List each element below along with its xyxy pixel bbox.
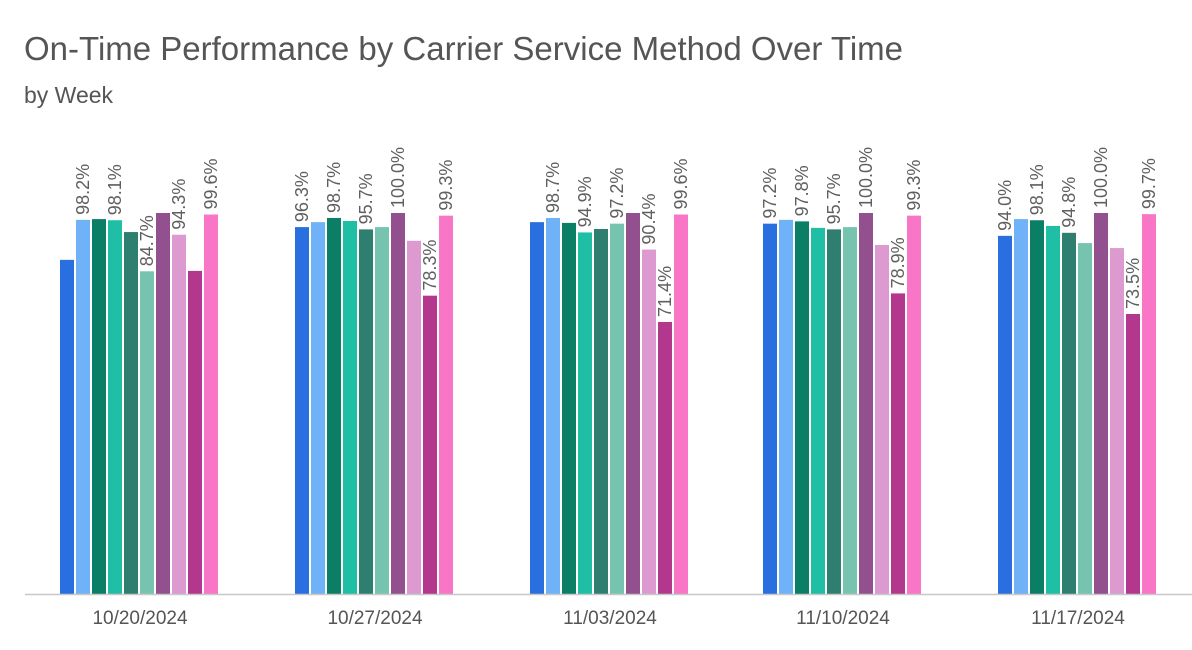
bar [891,293,905,594]
bar [1062,232,1076,594]
bar [295,227,309,595]
data-label: 99.7% [1139,158,1159,209]
data-label: 100.0% [856,147,876,208]
data-label: 97.2% [760,168,780,219]
bar [562,222,576,594]
bar [391,213,405,594]
bar [1142,214,1156,594]
bar [811,227,825,594]
bar [610,223,624,594]
bar [204,214,218,595]
data-label: 96.3% [292,171,312,222]
bar [124,232,138,595]
data-label: 95.7% [824,173,844,224]
data-label: 97.2% [607,168,627,219]
bar [1014,219,1028,594]
bar [407,240,421,595]
x-tick-label: 11/10/2024 [796,608,890,629]
bar [375,227,389,595]
data-label: 100.0% [388,147,408,208]
data-label: 99.3% [436,160,456,211]
bar [1078,243,1092,594]
data-label: 94.3% [169,179,189,230]
x-tick-label: 11/03/2024 [563,608,657,629]
data-label: 99.6% [201,158,221,209]
data-label: 98.2% [73,164,93,215]
bar [140,271,154,594]
bar [60,259,74,594]
bar [439,215,453,595]
data-label: 94.9% [575,176,595,227]
data-label: 73.5% [1123,258,1143,309]
data-label: 84.7% [137,215,157,266]
data-label: 98.7% [543,162,563,213]
bar [1126,313,1140,594]
bar [626,213,640,594]
data-label: 90.4% [639,194,659,245]
bar [907,215,921,595]
data-label: 97.8% [792,165,812,216]
bar [156,213,170,594]
bar [795,221,809,594]
data-label: 95.7% [356,173,376,224]
bar [76,219,90,594]
bar [998,235,1012,595]
data-label: 98.7% [324,162,344,213]
bar [530,222,544,595]
bar [343,221,357,594]
data-label: 98.1% [1027,164,1047,215]
bar [594,229,608,594]
data-label: 99.3% [904,160,924,211]
chart-subtitle: by Week [24,82,114,108]
bar [779,219,793,594]
data-label: 94.0% [995,180,1015,231]
bar [642,249,656,595]
data-label: 94.8% [1059,177,1079,228]
bar [1094,213,1108,594]
bar [843,227,857,595]
data-label: 98.1% [105,164,125,215]
chart-title: On-Time Performance by Carrier Service M… [24,30,904,67]
bar [546,217,560,594]
bar [423,295,437,594]
bar [1110,248,1124,594]
data-label: 71.4% [655,266,675,317]
bar [658,321,672,594]
bar [327,217,341,594]
bar [763,223,777,594]
bar [578,232,592,594]
bar [92,219,106,594]
bar [875,245,889,594]
bar [172,234,186,595]
data-label: 100.0% [1091,147,1111,208]
x-tick-label: 11/17/2024 [1031,608,1125,629]
bar [674,214,688,595]
bar [859,213,873,594]
bar [311,222,325,595]
x-tick-label: 10/20/2024 [92,608,188,629]
bar [108,220,122,594]
x-tick-label: 10/27/2024 [327,608,423,629]
data-label: 99.6% [671,158,691,209]
bar [1046,225,1060,595]
data-label: 78.9% [888,237,908,288]
data-label: 78.3% [420,240,440,291]
bar [827,229,841,594]
bar [1030,220,1044,594]
bar [359,229,373,594]
bar [188,270,202,594]
